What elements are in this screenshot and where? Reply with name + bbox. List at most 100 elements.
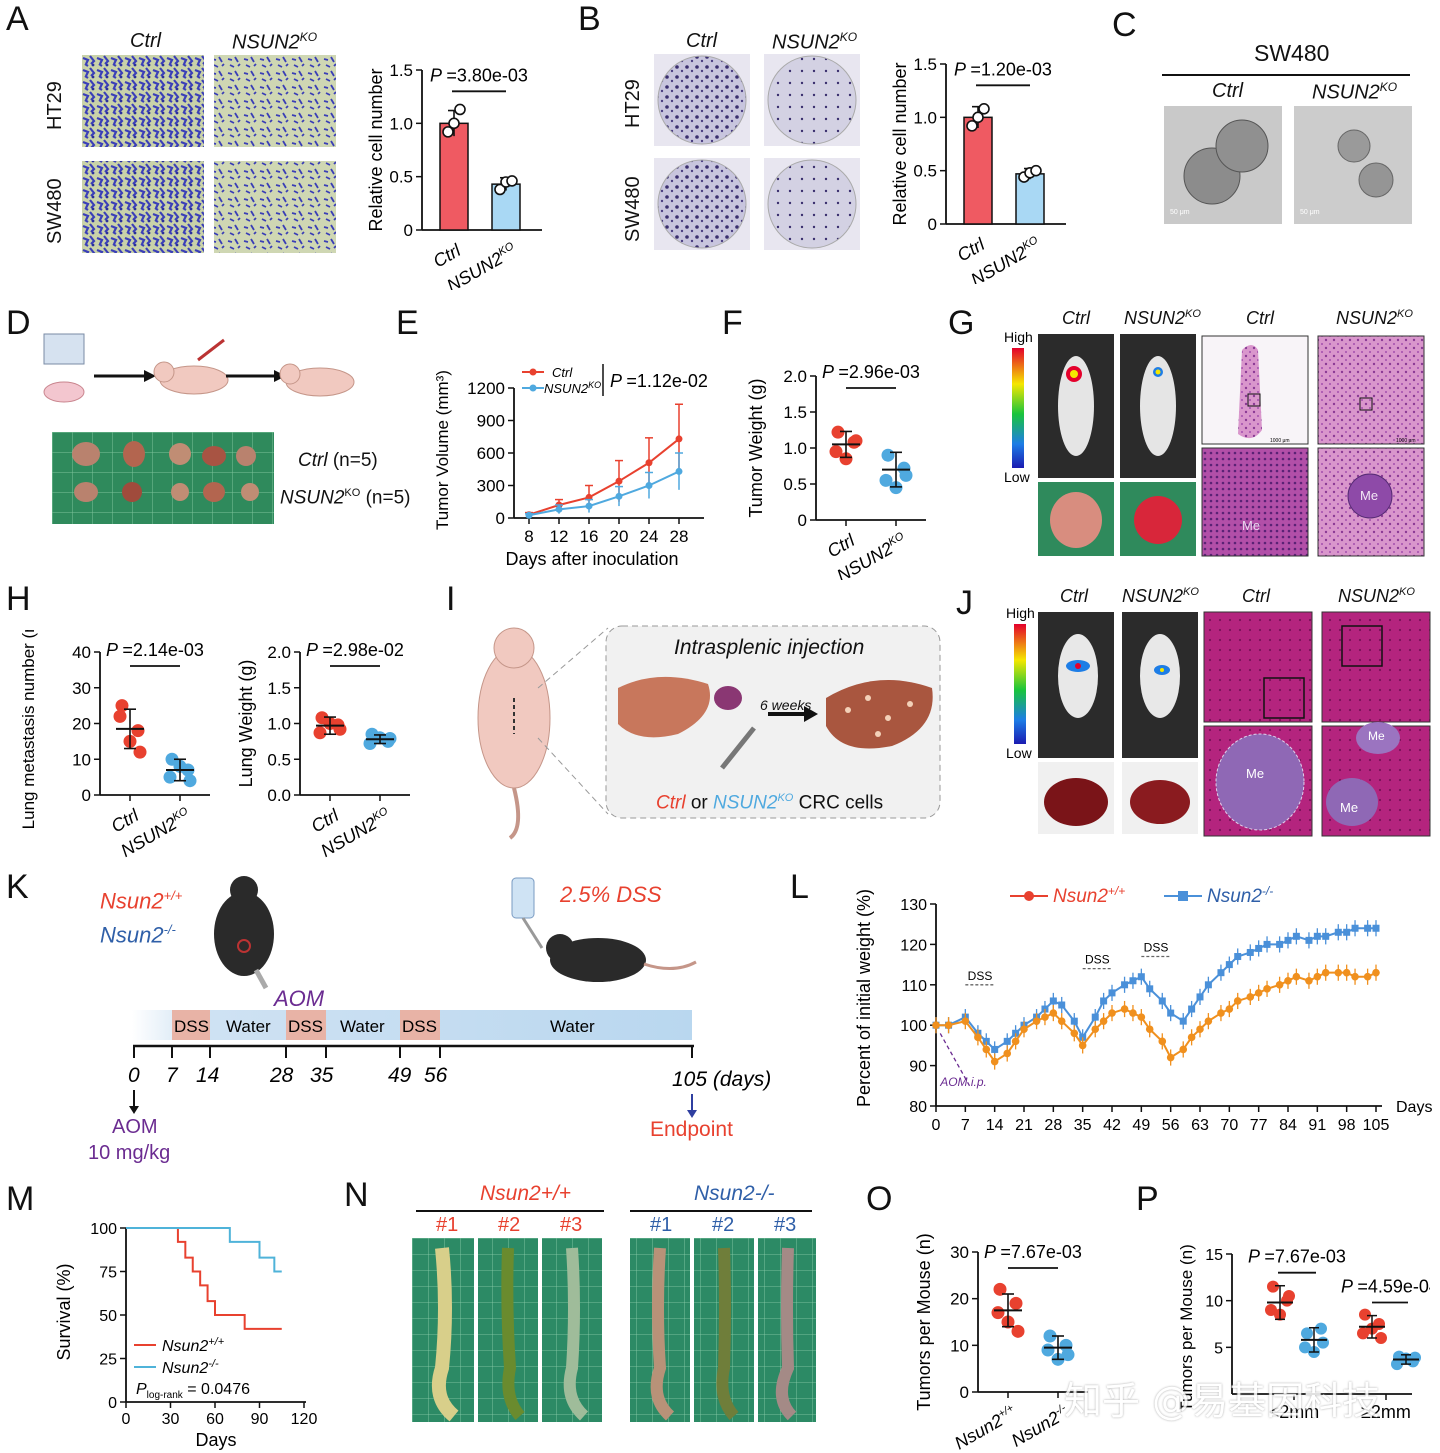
bar-chartB-p-value: P =1.20e-03 (954, 59, 1052, 79)
chart-b: Relative cell number 0 0.5 1.0 1.5 P =1.20e-0… (890, 55, 1066, 284)
j-images: High Low Me Me Me (1006, 606, 1431, 837)
dot-chartF-point (879, 473, 893, 487)
dot-chartH1-y-tick-label: 30 (72, 679, 91, 698)
chart-l: Percent of initial weight (%) 80 90 100 110 1… (854, 884, 1432, 1134)
b-colony-images (654, 54, 860, 250)
i-cells-line: Ctrl or NSUN2KO CRC cells (656, 792, 884, 814)
g-ctrl-header-2: Ctrl (1246, 308, 1274, 328)
bar-chartA-p-value: P =3.80e-03 (430, 65, 528, 85)
dot-chartH1-y-tick-label: 0 (82, 786, 91, 805)
panel-letter-a: A (6, 0, 29, 38)
dot-chartO-y-tick-label: 0 (960, 1383, 969, 1402)
line-e-x-tick-label: 28 (670, 527, 689, 546)
k-day-35: 35 (310, 1064, 334, 1087)
dot-chartH1-point (183, 774, 197, 788)
g-high-label: High (1004, 330, 1033, 345)
surv-m-y-tick-label: 0 (108, 1395, 117, 1412)
dot-chartH1-p-value: P =2.14e-03 (106, 640, 204, 660)
dot-p-point (1357, 1327, 1369, 1340)
d-schematic (43, 333, 355, 403)
i-liver-icon (618, 676, 710, 738)
a-sw480-ctrl-image (82, 161, 204, 253)
dot-p-point (1315, 1322, 1327, 1335)
line-e-point-1 (675, 467, 683, 475)
j-low-label: Low (1006, 745, 1033, 761)
a-ko-header: NSUN2KO (232, 30, 318, 54)
bar-chartA-point (506, 175, 518, 187)
line-e-legend-ko-marker (529, 384, 537, 392)
dot-chartO-ylabel: Tumors per Mouse (n) (914, 1233, 934, 1410)
j-ctrl-header-1: Ctrl (1060, 586, 1088, 606)
dot-chartO-point (993, 1282, 1007, 1296)
dot-chartF-point (829, 445, 843, 459)
a-sw480-ko-image (214, 161, 336, 253)
surv-m-x-tick-label: 120 (291, 1411, 318, 1428)
d-dish-icon (43, 381, 85, 403)
line-l-x-tick-label: 91 (1308, 1117, 1326, 1134)
surv-m-x-tick-label: 60 (206, 1411, 224, 1428)
j-me-label-2: Me (1368, 729, 1385, 743)
dot-chartH2-y-tick-label: 0.5 (267, 750, 291, 769)
k-water-text-1: Water (226, 1017, 271, 1036)
dot-p-xtick-0: <2mm (1269, 1402, 1320, 1422)
i-mouse-icon (477, 647, 551, 789)
dot-chartF-point (899, 468, 913, 482)
c-ko-header: NSUN2KO (1312, 80, 1398, 104)
bar-chartB-y-tick-label: 1.5 (913, 55, 937, 74)
dot-chartO-point (1011, 1324, 1025, 1338)
line-l-legend-ko-marker (1178, 891, 1188, 901)
g-scale-ctrl: 1000 μm (1270, 438, 1290, 444)
line-l-x-tick-label: 35 (1074, 1117, 1092, 1134)
line-e-legend-ctrl-marker (529, 368, 537, 376)
dot-chartF-ylabel: Tumor Weight (g) (748, 378, 766, 517)
g-ctrl-header-1: Ctrl (1062, 308, 1090, 328)
watermark: 知乎 @易基因科技 (1064, 1379, 1381, 1423)
line-l-x-tick-label: 28 (1044, 1117, 1062, 1134)
line-l-legend-wt-marker (1024, 891, 1034, 901)
d-ctrl-n: Ctrl (n=5) (298, 450, 378, 471)
line-l-point-1 (1372, 968, 1380, 977)
k-aom-dose-2: 10 mg/kg (88, 1142, 171, 1164)
bar-chartA-point (442, 126, 454, 138)
bar-chartA-bar-0 (439, 122, 469, 231)
g-me-label-2: Me (1360, 488, 1378, 503)
bar-chartA-point (448, 117, 460, 130)
line-l-x-tick-label: 98 (1338, 1117, 1356, 1134)
k-day-0: 0 (128, 1064, 140, 1087)
line-l-x-tick-label: 7 (961, 1117, 970, 1134)
bar-chartB-point (966, 120, 978, 132)
dot-chartO-point (991, 1306, 1005, 1320)
k-aom-dose-1: AOM (112, 1116, 158, 1138)
panel-letter-i: I (446, 580, 456, 618)
bar-chartA-y-tick-label: 1.0 (389, 114, 413, 133)
dot-chartH1-ylabel: Lung metastasis number (n) (19, 630, 38, 829)
dot-chartO-point (1043, 1329, 1057, 1343)
b-ko-header: NSUN2KO (772, 30, 858, 54)
bar-chartB-ylabel: Relative cell number (890, 62, 910, 225)
chart-p: Tumors per Mouse (n) 5 10 15 P =7.67e-03 P =4… (1180, 1244, 1430, 1422)
n-wt-sample-2: #2 (498, 1214, 521, 1236)
j-ko-header-2: NSUN2KO (1338, 586, 1415, 606)
surv-m-x-tick-label: 90 (251, 1411, 269, 1428)
surv-m-x-tick-label: 0 (122, 1411, 131, 1428)
dot-chartO-y-tick-label: 30 (950, 1243, 969, 1262)
i-syringe-icon (720, 726, 756, 770)
c-ctrl-header: Ctrl (1212, 80, 1244, 102)
dot-chartH1-point (131, 724, 145, 738)
dot-chartO-point (1061, 1348, 1075, 1362)
chart-f: Tumor Weight (g) 0 0.5 1.0 1.5 2.0 P =2.96e-03… (748, 362, 926, 580)
panel-letter-b: B (578, 0, 601, 38)
surv-m-series-Nsun2-/- (126, 1227, 282, 1273)
n-ko-sample-2: #2 (712, 1214, 735, 1236)
bar-chartA-point (454, 103, 466, 116)
dot-p-point (1359, 1308, 1371, 1321)
n-ko-header: Nsun2-/- (694, 1182, 775, 1205)
j-high-label: High (1006, 606, 1035, 621)
dot-p-point (1301, 1327, 1313, 1340)
line-e-x-tick-label: 24 (640, 527, 659, 546)
n-wt-sample-1: #1 (436, 1214, 459, 1236)
dot-chartH2-point (313, 726, 327, 740)
c-title-rule (1162, 74, 1410, 76)
line-e-y-tick-label: 900 (477, 412, 505, 431)
line-l-x-tick-label: 42 (1103, 1117, 1121, 1134)
